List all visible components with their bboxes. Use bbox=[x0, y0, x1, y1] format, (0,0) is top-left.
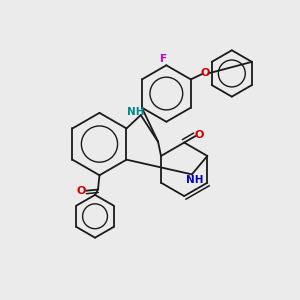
Text: F: F bbox=[160, 54, 167, 64]
Text: O: O bbox=[77, 186, 86, 196]
Text: NH: NH bbox=[185, 175, 203, 185]
Text: NH: NH bbox=[127, 107, 144, 117]
Text: O: O bbox=[194, 130, 204, 140]
Text: O: O bbox=[201, 68, 210, 79]
